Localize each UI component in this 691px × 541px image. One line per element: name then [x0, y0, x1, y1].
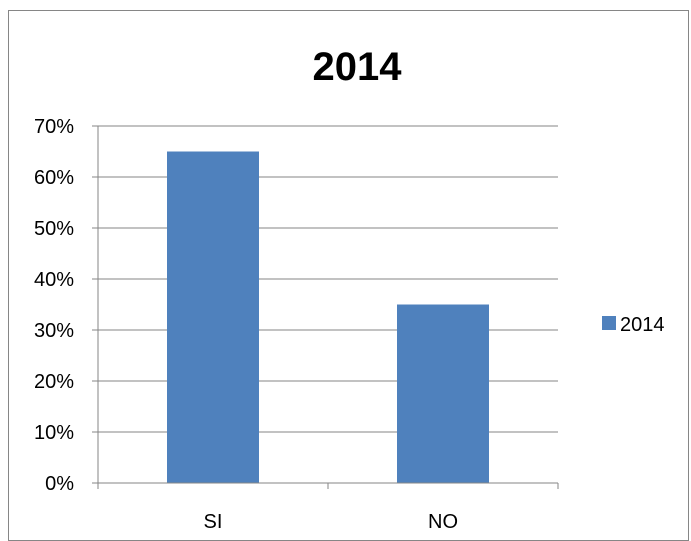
y-tick-label: 10%	[34, 422, 74, 444]
bar-no	[397, 304, 489, 483]
x-axis: SI NO	[97, 482, 559, 533]
y-tick-label: 30%	[34, 320, 74, 342]
bars	[167, 151, 489, 483]
x-tick-label: NO	[428, 511, 458, 533]
y-tick-label: 50%	[34, 218, 74, 240]
y-tick-label: 60%	[34, 167, 74, 189]
bar-si	[167, 151, 259, 483]
y-tick-label: 20%	[34, 371, 74, 393]
chart-title: 2014	[313, 45, 403, 89]
y-tick-label: 0%	[45, 473, 74, 495]
y-tick-label: 40%	[34, 269, 74, 291]
chart-frame	[8, 10, 689, 541]
legend-label: 2014	[620, 314, 665, 336]
legend-swatch	[602, 316, 616, 330]
x-tick-label: SI	[204, 511, 223, 533]
y-tick-label: 70%	[34, 116, 74, 138]
y-axis: 0% 10% 20% 30% 40% 50% 60% 70%	[34, 116, 99, 495]
legend: 2014	[602, 314, 665, 336]
